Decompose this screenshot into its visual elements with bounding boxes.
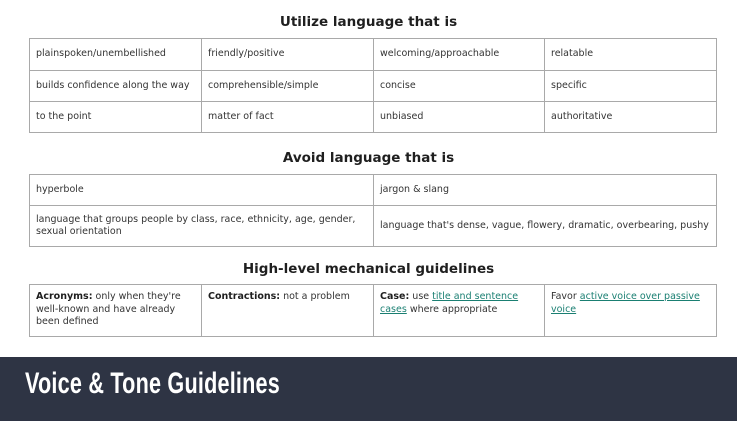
acronyms-cell: Acronyms: only when they're well-known a… xyxy=(29,284,202,337)
table-row: language that groups people by class, ra… xyxy=(29,205,717,247)
voice-cell: Favor active voice over passive voice xyxy=(544,284,717,337)
table-cell: relatable xyxy=(544,38,717,71)
table-row: Acronyms: only when they're well-known a… xyxy=(29,284,717,337)
table-cell: hyperbole xyxy=(29,174,374,206)
contractions-cell: Contractions: not a problem xyxy=(201,284,374,337)
acronyms-text: only when they're well-known and have al… xyxy=(36,291,181,327)
table-row: builds confidence along the way comprehe… xyxy=(29,70,717,102)
table-cell: to the point xyxy=(29,101,202,133)
table-cell: comprehensible/simple xyxy=(201,70,374,102)
voice-link[interactable]: active voice over passive voice xyxy=(551,291,700,315)
table-cell: matter of fact xyxy=(201,101,374,133)
case-link[interactable]: title and sentence cases xyxy=(380,291,519,315)
case-cell: Case: use title and sentence cases where… xyxy=(373,284,545,337)
mechanical-table: Acronyms: only when they're well-known a… xyxy=(29,284,717,337)
table-cell: language that's dense, vague, flowery, d… xyxy=(373,205,717,247)
contractions-label: Contractions: xyxy=(208,291,281,302)
table-cell: plainspoken/unembellished xyxy=(29,38,202,71)
contractions-text: not a problem xyxy=(280,291,350,302)
case-label: Case: xyxy=(380,291,410,302)
utilize-section-title: Utilize language that is xyxy=(279,14,458,30)
table-cell: friendly/positive xyxy=(201,38,374,71)
guidelines-page: Utilize language that is plainspoken/une… xyxy=(29,14,717,337)
table-cell: jargon & slang xyxy=(373,174,717,206)
table-cell: concise xyxy=(373,70,545,102)
utilize-table: plainspoken/unembellished friendly/posit… xyxy=(29,38,717,133)
banner-title: Voice & Tone Guidelines xyxy=(25,367,281,400)
table-cell: welcoming/approachable xyxy=(373,38,545,71)
mechanical-section-title: High-level mechanical guidelines xyxy=(242,261,495,277)
table-row: plainspoken/unembellished friendly/posit… xyxy=(29,38,717,71)
avoid-table: hyperbole jargon & slang language that g… xyxy=(29,174,717,247)
case-pre: use xyxy=(409,291,433,302)
table-row: hyperbole jargon & slang xyxy=(29,174,717,206)
acronyms-label: Acronyms: xyxy=(36,291,93,302)
voice-pre: Favor xyxy=(551,291,580,302)
table-cell: authoritative xyxy=(544,101,717,133)
title-banner: Voice & Tone Guidelines xyxy=(0,357,737,421)
table-cell: builds confidence along the way xyxy=(29,70,202,102)
table-cell: specific xyxy=(544,70,717,102)
table-row: to the point matter of fact unbiased aut… xyxy=(29,101,717,133)
table-cell: unbiased xyxy=(373,101,545,133)
table-cell: language that groups people by class, ra… xyxy=(29,205,374,247)
avoid-section-title: Avoid language that is xyxy=(282,150,455,166)
case-post: where appropriate xyxy=(406,303,498,315)
